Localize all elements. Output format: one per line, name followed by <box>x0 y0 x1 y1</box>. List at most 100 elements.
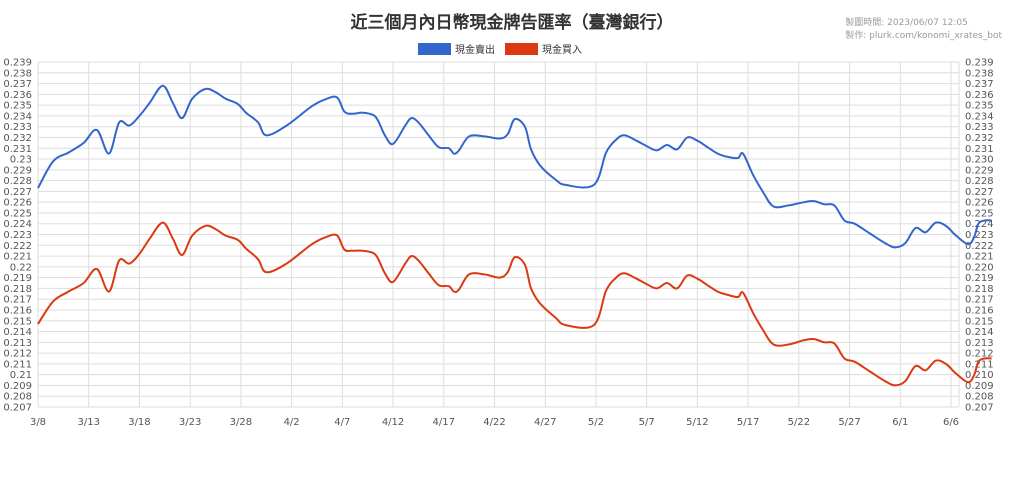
y-tick-label-right: 0.219 <box>965 273 994 284</box>
y-tick-label-right: 0.209 <box>965 381 994 392</box>
y-tick-label-right: 0.220 <box>965 262 994 273</box>
y-tick-label: 0.225 <box>3 208 32 219</box>
y-tick-label-right: 0.208 <box>965 392 994 403</box>
x-tick-label: 6/1 <box>892 417 908 428</box>
y-tick-label: 0.236 <box>3 90 32 101</box>
y-tick-label-right: 0.226 <box>965 198 994 209</box>
chart-meta: 製圖時間: 2023/06/07 12:05 製作: plurk.com/kon… <box>845 17 1002 43</box>
y-tick-label-right: 0.231 <box>965 144 994 155</box>
x-tick-label: 5/2 <box>588 417 604 428</box>
y-tick-label: 0.221 <box>3 252 32 263</box>
x-tick-label: 6/6 <box>943 417 959 428</box>
series-line-1 <box>37 221 992 387</box>
y-tick-label: 0.237 <box>3 79 32 90</box>
y-tick-label-right: 0.234 <box>965 111 994 122</box>
y-tick-label-right: 0.223 <box>965 230 994 241</box>
grid-lines <box>37 61 960 408</box>
x-tick-label: 5/17 <box>737 417 759 428</box>
y-tick-label: 0.217 <box>3 295 32 306</box>
y-tick-label: 0.232 <box>3 133 32 144</box>
y-tick-label-right: 0.210 <box>965 370 994 381</box>
y-tick-label: 0.223 <box>3 230 32 241</box>
x-tick-label: 3/18 <box>128 417 150 428</box>
y-axis-right: 0.2070.2080.2090.2100.2110.2120.2130.214… <box>965 58 994 414</box>
y-tick-label: 0.231 <box>3 144 32 155</box>
x-tick-label: 3/28 <box>230 417 252 428</box>
legend-swatch <box>505 43 538 55</box>
y-tick-label: 0.238 <box>3 68 32 79</box>
y-tick-label-right: 0.218 <box>965 284 994 295</box>
x-tick-label: 4/27 <box>534 417 556 428</box>
x-tick-label: 3/13 <box>77 417 99 428</box>
y-tick-label-right: 0.229 <box>965 165 994 176</box>
y-tick-label-right: 0.211 <box>965 359 994 370</box>
x-tick-label: 4/2 <box>284 417 300 428</box>
y-tick-label: 0.216 <box>3 305 32 316</box>
x-tick-label: 3/23 <box>179 417 201 428</box>
y-tick-label-right: 0.232 <box>965 133 994 144</box>
y-tick-label: 0.212 <box>3 349 32 360</box>
y-tick-label-right: 0.222 <box>965 241 994 252</box>
legend: 現金賣出 現金買入 <box>418 43 582 56</box>
y-tick-label: 0.23 <box>10 155 32 166</box>
x-tick-label: 4/22 <box>483 417 505 428</box>
y-tick-label-right: 0.215 <box>965 316 994 327</box>
y-tick-label: 0.227 <box>3 187 32 198</box>
series-lines <box>37 84 992 387</box>
x-axis: 3/8 3/13 3/18 3/23 3/28 4/2 4/7 4/12 4/17 4/22 4/2… <box>30 417 959 428</box>
y-tick-label: 0.214 <box>3 327 32 338</box>
credit-text: 製作: plurk.com/konomi_xrates_bot <box>845 31 1002 41</box>
y-tick-label: 0.233 <box>3 122 32 133</box>
y-tick-label-right: 0.213 <box>965 338 994 349</box>
x-tick-label: 4/17 <box>433 417 455 428</box>
y-tick-label: 0.224 <box>3 219 32 230</box>
y-tick-label: 0.226 <box>3 198 32 209</box>
timestamp-text: 製圖時間: 2023/06/07 12:05 <box>845 18 968 28</box>
legend-label: 現金賣出 <box>455 43 495 56</box>
y-tick-label: 0.222 <box>3 241 32 252</box>
legend-swatch <box>418 43 451 55</box>
x-tick-label: 4/12 <box>382 417 404 428</box>
x-tick-label: 3/8 <box>30 417 46 428</box>
y-tick-label: 0.218 <box>3 284 32 295</box>
y-tick-label: 0.209 <box>3 381 32 392</box>
y-tick-label: 0.213 <box>3 338 32 349</box>
x-tick-label: 5/27 <box>838 417 860 428</box>
y-tick-label: 0.229 <box>3 165 32 176</box>
y-tick-label: 0.208 <box>3 392 32 403</box>
y-tick-label-right: 0.236 <box>965 90 994 101</box>
y-tick-label-right: 0.212 <box>965 349 994 360</box>
y-tick-label-right: 0.216 <box>965 305 994 316</box>
y-tick-label-right: 0.207 <box>965 403 994 414</box>
y-tick-label-right: 0.230 <box>965 155 994 166</box>
legend-label: 現金買入 <box>542 43 582 56</box>
y-tick-label-right: 0.228 <box>965 176 994 187</box>
y-tick-label: 0.21 <box>10 370 32 381</box>
y-tick-label-right: 0.233 <box>965 122 994 133</box>
x-tick-label: 5/22 <box>788 417 810 428</box>
y-tick-label: 0.207 <box>3 403 32 414</box>
y-tick-label: 0.211 <box>3 359 32 370</box>
y-tick-label-right: 0.214 <box>965 327 994 338</box>
y-tick-label: 0.215 <box>3 316 32 327</box>
y-tick-label: 0.228 <box>3 176 32 187</box>
y-tick-label-right: 0.239 <box>965 58 994 69</box>
y-tick-label-right: 0.227 <box>965 187 994 198</box>
y-tick-label: 0.219 <box>3 273 32 284</box>
y-tick-label-right: 0.225 <box>965 208 994 219</box>
chart-title: 近三個月內日幣現金牌告匯率（臺灣銀行） <box>350 13 674 33</box>
y-tick-label: 0.22 <box>10 262 32 273</box>
x-tick-label: 5/7 <box>639 417 655 428</box>
y-tick-label-right: 0.221 <box>965 252 994 263</box>
y-tick-label-right: 0.217 <box>965 295 994 306</box>
y-tick-label-right: 0.237 <box>965 79 994 90</box>
y-tick-label: 0.239 <box>3 58 32 69</box>
y-axis-left: 0.2070.2080.2090.210.2110.2120.2130.2140… <box>3 58 32 414</box>
x-tick-label: 5/12 <box>686 417 708 428</box>
x-tick-label: 4/7 <box>334 417 350 428</box>
series-line-0 <box>37 84 992 249</box>
y-tick-label-right: 0.224 <box>965 219 994 230</box>
y-tick-label-right: 0.235 <box>965 101 994 112</box>
y-tick-label: 0.235 <box>3 101 32 112</box>
